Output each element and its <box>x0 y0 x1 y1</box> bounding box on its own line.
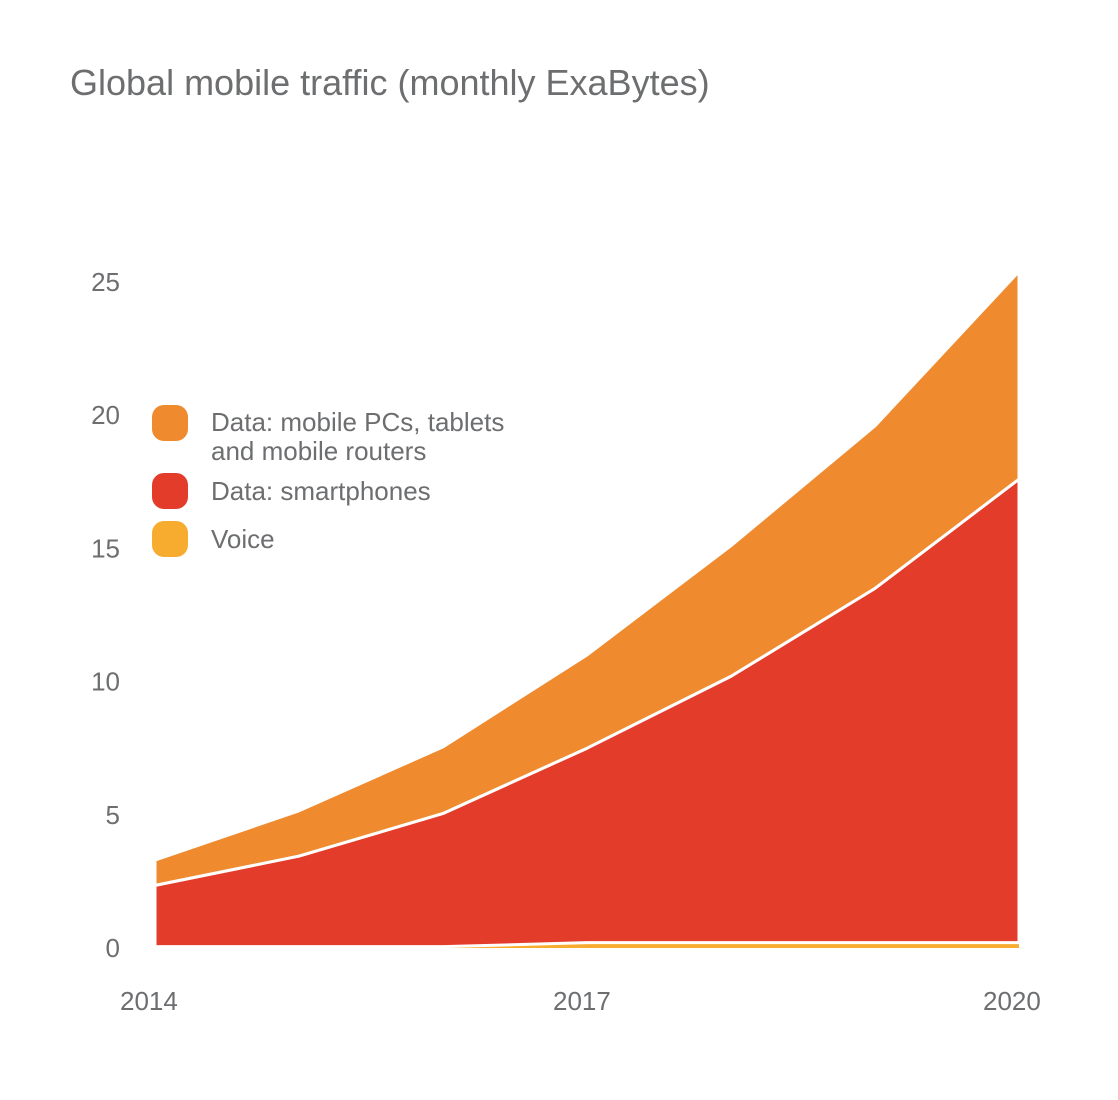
legend-label-voice: Voice <box>211 524 275 554</box>
area-series-2 <box>153 269 1021 887</box>
y-tick-label: 5 <box>106 800 120 830</box>
legend-label-data-pcs: Data: mobile PCs, tablets and mobile rou… <box>211 407 505 466</box>
x-tick-label: 2020 <box>983 986 1041 1016</box>
y-tick-label: 10 <box>91 667 120 697</box>
chart-title: Global mobile traffic (monthly ExaBytes) <box>70 62 710 103</box>
x-tick-label: 2014 <box>120 986 178 1016</box>
y-tick-label: 25 <box>91 267 120 297</box>
x-tick-label: 2017 <box>553 986 611 1016</box>
legend-swatch-data-pcs <box>152 405 188 441</box>
legend-swatch-voice <box>152 521 188 557</box>
y-tick-label: 15 <box>91 533 120 563</box>
y-tick-label: 20 <box>91 400 120 430</box>
legend-label-smartphones: Data: smartphones <box>211 476 431 506</box>
legend-swatch-smartphones <box>152 473 188 509</box>
y-tick-label: 0 <box>106 933 120 963</box>
